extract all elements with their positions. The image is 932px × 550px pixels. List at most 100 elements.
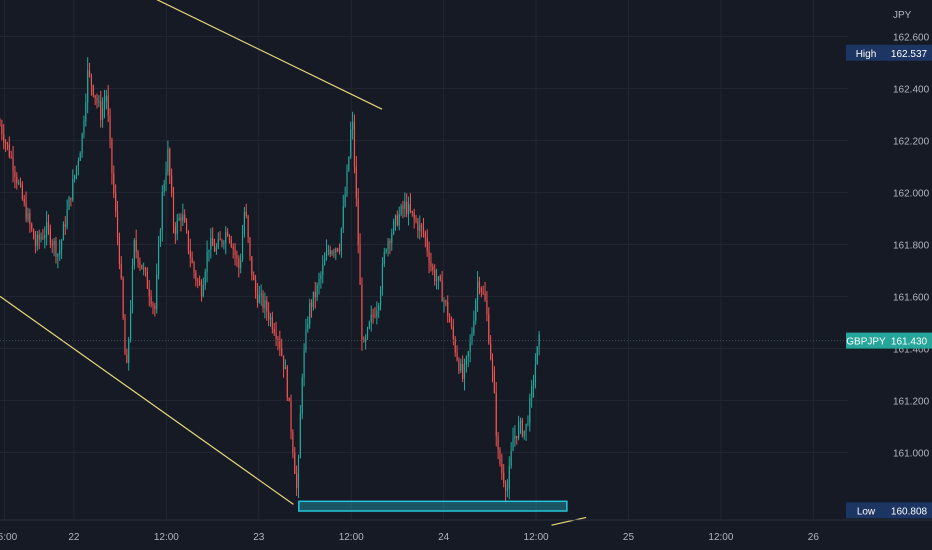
candle-body bbox=[514, 435, 516, 440]
candle-body bbox=[297, 458, 300, 488]
candle-body bbox=[98, 101, 100, 103]
candle-body bbox=[337, 248, 339, 251]
candle-body bbox=[226, 232, 229, 236]
candle-body bbox=[366, 327, 369, 338]
candle-body bbox=[176, 220, 178, 235]
price-axis[interactable]: JPY 162.600 162.400 162.200 162.000 161.800 1… bbox=[893, 10, 930, 459]
trendline[interactable] bbox=[0, 295, 294, 505]
candle-body bbox=[137, 251, 139, 263]
candle-body bbox=[221, 240, 223, 244]
candle-body bbox=[19, 182, 22, 185]
candle-body bbox=[437, 276, 440, 280]
candle-body bbox=[230, 239, 232, 247]
candle-body bbox=[0, 124, 1, 126]
candle-body bbox=[361, 284, 363, 340]
candle-body bbox=[499, 449, 501, 464]
candle-body bbox=[260, 293, 262, 295]
plot-area[interactable] bbox=[0, 57, 540, 503]
time-axis[interactable]: 15:00 22 12:00 23 12:00 24 12:00 25 12:00 26 bbox=[0, 532, 819, 543]
candle-body bbox=[90, 74, 93, 86]
low-tag-label: Low bbox=[857, 506, 876, 517]
candle-body bbox=[269, 317, 272, 320]
candle-body bbox=[316, 285, 318, 298]
candle-body bbox=[376, 310, 378, 317]
candle-body bbox=[456, 352, 458, 360]
candle-body bbox=[299, 413, 301, 459]
candle-body bbox=[193, 262, 195, 273]
candle-body bbox=[55, 241, 57, 257]
candle-body bbox=[148, 288, 150, 297]
candle-body bbox=[245, 211, 247, 216]
candle-body bbox=[14, 171, 16, 178]
candle-body bbox=[490, 343, 492, 360]
candle-body bbox=[271, 317, 273, 330]
candle-body bbox=[504, 483, 507, 491]
candle-body bbox=[66, 209, 68, 227]
candle-body bbox=[107, 95, 109, 116]
candle-body bbox=[512, 439, 514, 452]
candle-body bbox=[439, 276, 441, 281]
candle-body bbox=[400, 205, 402, 215]
candle-body bbox=[275, 333, 277, 339]
candle-body bbox=[29, 213, 31, 224]
candle-body bbox=[491, 359, 494, 372]
candle-body bbox=[391, 233, 393, 244]
candle-body bbox=[266, 300, 268, 312]
candle-body bbox=[256, 292, 259, 303]
candle-body bbox=[62, 224, 65, 241]
candle-body bbox=[238, 258, 240, 269]
candle-body bbox=[393, 221, 395, 234]
candle-body bbox=[353, 122, 356, 167]
candle-body bbox=[234, 248, 236, 255]
candle-body bbox=[42, 237, 44, 239]
candle-body bbox=[534, 364, 537, 382]
candle-body bbox=[113, 173, 115, 194]
candle-body bbox=[443, 300, 445, 302]
candle-body bbox=[325, 251, 328, 260]
candle-body bbox=[411, 210, 413, 213]
candle-body bbox=[154, 305, 156, 310]
candle-body bbox=[124, 317, 126, 355]
last-price-tag-label: GBPJPY bbox=[846, 337, 886, 348]
candle-body bbox=[288, 397, 290, 402]
candle-body bbox=[187, 230, 190, 251]
candle-body bbox=[126, 354, 128, 363]
support-zone-rectangle[interactable] bbox=[298, 500, 568, 512]
candle-body bbox=[486, 300, 488, 315]
candle-body bbox=[16, 177, 18, 184]
candle-body bbox=[312, 291, 315, 307]
candle-body bbox=[501, 463, 503, 473]
candle-body bbox=[409, 204, 412, 211]
candle-body bbox=[72, 179, 74, 201]
candle-body bbox=[131, 265, 134, 309]
candle-body bbox=[493, 371, 495, 393]
low-tag: Low 160.808 bbox=[846, 502, 932, 519]
candle-body bbox=[294, 452, 296, 474]
currency-label: JPY bbox=[893, 10, 912, 21]
candle-body bbox=[434, 269, 436, 281]
candle-body bbox=[441, 280, 443, 302]
candle-body bbox=[49, 228, 51, 244]
candle-body bbox=[506, 488, 509, 491]
candle-body bbox=[247, 215, 249, 238]
trendline[interactable] bbox=[51, 0, 383, 110]
candle-body bbox=[243, 211, 245, 235]
candle-body bbox=[415, 218, 417, 222]
trendline[interactable] bbox=[551, 516, 587, 526]
candle-body bbox=[213, 245, 216, 252]
candle-body bbox=[75, 166, 78, 176]
drawing-overlays[interactable] bbox=[0, 0, 848, 526]
candle-body bbox=[372, 314, 374, 316]
candle-body bbox=[102, 107, 104, 120]
candle-body bbox=[447, 302, 449, 317]
candle-body bbox=[279, 339, 281, 349]
price-tick-label: 161.000 bbox=[893, 448, 930, 459]
candle-body bbox=[370, 314, 372, 323]
price-tick-label: 162.400 bbox=[893, 84, 930, 95]
candle-body bbox=[189, 250, 191, 258]
candle-body bbox=[402, 205, 404, 209]
candle-body bbox=[77, 160, 79, 167]
candle-body bbox=[100, 101, 102, 120]
